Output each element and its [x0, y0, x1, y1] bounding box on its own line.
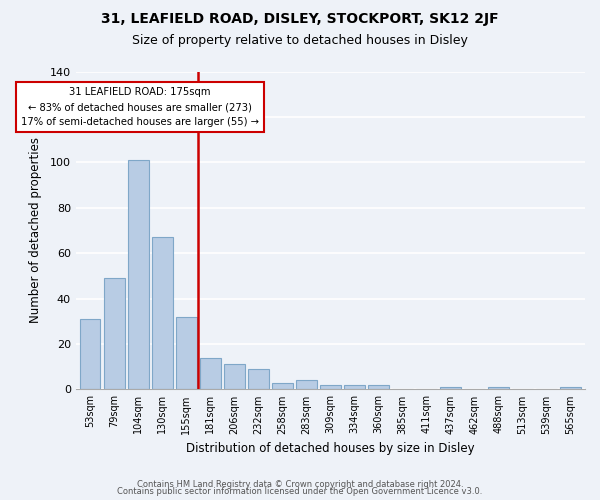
Bar [440, 387, 461, 390]
Bar [344, 385, 365, 390]
Text: Size of property relative to detached houses in Disley: Size of property relative to detached ho… [132, 34, 468, 47]
Text: Contains HM Land Registry data © Crown copyright and database right 2024.: Contains HM Land Registry data © Crown c… [137, 480, 463, 489]
Text: 31 LEAFIELD ROAD: 175sqm
← 83% of detached houses are smaller (273)
17% of semi-: 31 LEAFIELD ROAD: 175sqm ← 83% of detach… [20, 88, 259, 127]
Y-axis label: Number of detached properties: Number of detached properties [29, 138, 41, 324]
Bar [488, 387, 509, 390]
Bar [248, 369, 269, 390]
Bar [296, 380, 317, 390]
Bar [320, 385, 341, 390]
Bar [560, 387, 581, 390]
Text: 31, LEAFIELD ROAD, DISLEY, STOCKPORT, SK12 2JF: 31, LEAFIELD ROAD, DISLEY, STOCKPORT, SK… [101, 12, 499, 26]
Bar [152, 238, 173, 390]
Text: Contains public sector information licensed under the Open Government Licence v3: Contains public sector information licen… [118, 488, 482, 496]
Bar [224, 364, 245, 390]
Bar [368, 385, 389, 390]
Bar [176, 317, 197, 390]
Bar [104, 278, 125, 390]
Bar [200, 358, 221, 390]
Bar [80, 319, 100, 390]
Bar [272, 382, 293, 390]
Bar [128, 160, 149, 390]
X-axis label: Distribution of detached houses by size in Disley: Distribution of detached houses by size … [186, 442, 475, 455]
